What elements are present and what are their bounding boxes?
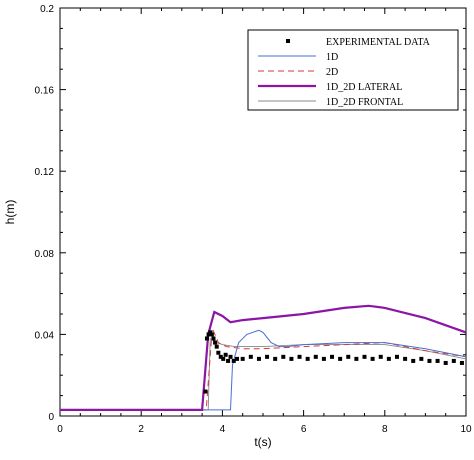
data-point: [378, 354, 383, 359]
data-point: [411, 358, 416, 363]
data-point: [289, 356, 294, 361]
series-line-2d: [60, 328, 467, 411]
data-point: [209, 332, 214, 337]
legend-entry: 1D: [258, 52, 338, 63]
data-point: [330, 354, 335, 359]
data-point: [211, 336, 216, 341]
data-point: [235, 356, 240, 361]
data-point: [370, 356, 375, 361]
data-point: [297, 354, 302, 359]
data-point: [226, 358, 231, 363]
data-point: [256, 356, 261, 361]
x-tick-label: 4: [220, 424, 226, 435]
data-point: [206, 332, 211, 337]
data-point: [203, 389, 208, 394]
x-tick-label: 10: [460, 424, 472, 435]
legend-marker: [286, 39, 290, 43]
legend-label: 2D: [326, 67, 338, 78]
data-point: [321, 356, 326, 361]
x-tick-label: 2: [138, 424, 144, 435]
data-point: [281, 354, 286, 359]
data-point: [435, 358, 440, 363]
data-point: [427, 358, 432, 363]
legend-entry: 2D: [258, 67, 338, 78]
data-point: [204, 336, 209, 341]
data-point: [394, 354, 399, 359]
legend-entry: EXPERIMENTAL DATA: [286, 37, 431, 48]
y-tick-label: 0: [48, 412, 54, 423]
data-point: [403, 356, 408, 361]
data-point: [240, 356, 245, 361]
legend-entry: 1D_2D LATERAL: [258, 82, 402, 93]
data-point: [218, 354, 223, 359]
legend-label: 1D: [326, 52, 338, 63]
y-tick-label: 0.16: [35, 86, 55, 97]
data-point: [313, 354, 318, 359]
data-point: [231, 358, 236, 363]
data-point: [273, 356, 278, 361]
legend-label: EXPERIMENTAL DATA: [326, 37, 431, 48]
data-point: [443, 360, 448, 365]
legend: EXPERIMENTAL DATA 1D 2D 1D_2D LATERAL 1D_2D …: [247, 29, 459, 111]
legend-label: 1D_2D LATERAL: [326, 82, 402, 93]
data-point: [221, 356, 226, 361]
data-point: [338, 356, 343, 361]
data-point: [305, 356, 310, 361]
data-point: [346, 354, 351, 359]
data-point: [228, 354, 233, 359]
x-tick-label: 0: [57, 424, 63, 435]
y-tick-label: 0.12: [35, 167, 55, 178]
data-point: [459, 360, 464, 365]
x-tick-label: 6: [301, 424, 307, 435]
data-point: [354, 356, 359, 361]
data-point: [419, 356, 424, 361]
data-point: [208, 330, 213, 335]
x-tick-label: 8: [382, 424, 388, 435]
series-layer: [60, 304, 467, 411]
series-line-1d: [60, 329, 467, 411]
data-point: [265, 354, 270, 359]
data-point: [223, 352, 228, 357]
x-axis-label: t(s): [254, 435, 271, 449]
data-point: [214, 344, 219, 349]
legend-entry: 1D_2D FRONTAL: [258, 97, 403, 108]
series-line-1d-2d-frontal: [60, 337, 467, 411]
data-point: [362, 354, 367, 359]
y-tick-label: 0.04: [35, 330, 55, 341]
y-tick-label: 0.08: [35, 249, 55, 260]
y-tick-label: 0.2: [40, 4, 54, 15]
legend-label: 1D_2D FRONTAL: [326, 97, 403, 108]
data-point: [216, 350, 221, 355]
data-point: [213, 340, 218, 345]
y-axis-label: h(m): [3, 200, 17, 225]
data-point: [248, 354, 253, 359]
legend-box: [247, 29, 459, 111]
data-point: [451, 358, 456, 363]
data-point: [386, 356, 391, 361]
axis-ticks: 0 2 4 6 8 10 0 0.04 0.08 0.12 0.16 0.2: [35, 4, 472, 435]
